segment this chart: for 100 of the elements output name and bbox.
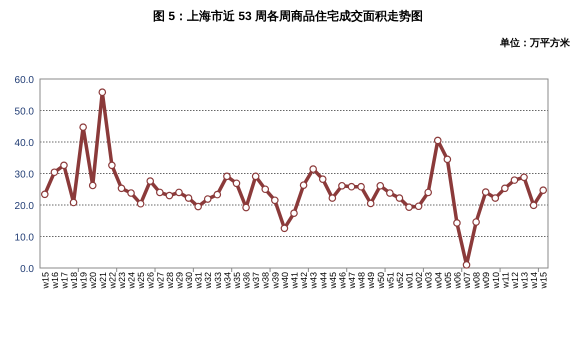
point bbox=[309, 165, 317, 173]
point bbox=[146, 177, 154, 185]
point bbox=[223, 172, 231, 180]
point bbox=[424, 188, 432, 196]
point bbox=[338, 182, 346, 190]
point bbox=[118, 184, 126, 192]
y-tick-label: 30.0 bbox=[14, 170, 34, 180]
point bbox=[462, 261, 470, 269]
x-tick-label: w47 bbox=[347, 272, 358, 290]
x-tick-label: w02 bbox=[414, 272, 424, 290]
x-tick-label: w48 bbox=[356, 272, 367, 290]
x-tick-label: w19 bbox=[78, 272, 89, 290]
point bbox=[50, 168, 58, 176]
x-tick-label: w40 bbox=[280, 272, 290, 290]
point bbox=[396, 194, 404, 202]
x-tick-label: w03 bbox=[424, 272, 434, 290]
x-tick-label: w27 bbox=[155, 272, 166, 290]
y-tick-label: 20.0 bbox=[14, 201, 34, 212]
point bbox=[414, 202, 422, 210]
x-tick-label: w34 bbox=[222, 272, 232, 290]
point bbox=[214, 190, 222, 198]
x-tick-label: w43 bbox=[308, 272, 319, 290]
x-tick-label: w30 bbox=[184, 272, 194, 290]
x-tick-label: w09 bbox=[481, 272, 492, 290]
x-tick-label: w22 bbox=[107, 272, 118, 290]
x-tick-label: w10 bbox=[490, 272, 501, 290]
point bbox=[232, 179, 240, 188]
x-tick-label: w44 bbox=[318, 272, 328, 290]
point bbox=[318, 175, 327, 183]
x-tick-label: w18 bbox=[69, 272, 80, 290]
x-tick-label: w06 bbox=[452, 272, 462, 290]
point bbox=[482, 188, 490, 196]
x-tick-label: w12 bbox=[510, 272, 520, 290]
point bbox=[530, 202, 538, 210]
x-tick-label: w36 bbox=[242, 272, 252, 290]
point bbox=[204, 195, 212, 203]
x-tick-label: w32 bbox=[203, 272, 214, 290]
point bbox=[98, 88, 106, 96]
point bbox=[108, 162, 116, 170]
chart-title: 图 5：上海市近 53 周各周商品住宅成交面积走势图 bbox=[152, 9, 424, 23]
point bbox=[434, 136, 442, 144]
x-tick-label: w24 bbox=[126, 272, 137, 290]
point bbox=[136, 200, 144, 208]
x-tick-label: w08 bbox=[472, 272, 482, 290]
x-tick-label: w41 bbox=[290, 272, 300, 290]
point bbox=[405, 203, 413, 212]
x-tick-label: w35 bbox=[232, 272, 242, 290]
x-tick-label: w31 bbox=[194, 272, 204, 290]
y-tick-label: 40.0 bbox=[14, 138, 34, 149]
point bbox=[539, 186, 548, 194]
x-tick-label: w45 bbox=[328, 272, 338, 290]
x-tick-label: w16 bbox=[50, 272, 60, 290]
x-tick-label: w25 bbox=[136, 272, 146, 290]
point bbox=[184, 194, 192, 202]
point bbox=[280, 224, 288, 232]
point bbox=[328, 194, 336, 202]
x-tick-label: w15 bbox=[40, 272, 50, 290]
point bbox=[444, 156, 452, 164]
point bbox=[175, 188, 183, 196]
point bbox=[366, 200, 374, 208]
x-tick-label: w33 bbox=[212, 272, 223, 290]
point bbox=[472, 218, 480, 226]
point bbox=[242, 204, 250, 212]
point bbox=[348, 182, 356, 191]
x-tick-label: w11 bbox=[500, 272, 510, 289]
y-tick-label: 50.0 bbox=[14, 106, 34, 118]
x-tick-label: w49 bbox=[366, 272, 376, 290]
x-tick-label: w04 bbox=[433, 272, 444, 290]
x-tick-label: w23 bbox=[116, 272, 127, 290]
point bbox=[127, 189, 135, 197]
point bbox=[376, 182, 384, 190]
point bbox=[271, 196, 279, 204]
point bbox=[520, 173, 528, 182]
x-tick-label: w38 bbox=[260, 272, 271, 290]
x-tick-label: w20 bbox=[88, 272, 98, 290]
x-tick-label: w39 bbox=[270, 272, 280, 290]
point bbox=[261, 185, 270, 194]
x-tick-label: w15 bbox=[538, 272, 549, 290]
point bbox=[386, 189, 394, 197]
x-tick-label: w28 bbox=[164, 272, 175, 290]
x-tick-label: w05 bbox=[442, 272, 453, 290]
point bbox=[166, 192, 174, 200]
x-tick-label: w51 bbox=[385, 272, 396, 290]
x-tick-label: w13 bbox=[520, 272, 530, 290]
x-tick-label: w50 bbox=[376, 272, 386, 290]
point bbox=[79, 123, 87, 131]
x-tick-label: w37 bbox=[251, 272, 262, 290]
point bbox=[194, 202, 202, 210]
y-tick-label: 60.0 bbox=[14, 75, 34, 86]
x-tick-label: w21 bbox=[98, 272, 108, 290]
text: 单位：万平方米 bbox=[499, 37, 571, 49]
x-tick-label: w17 bbox=[59, 272, 70, 290]
point bbox=[70, 198, 78, 206]
y-tick-label: 10.0 bbox=[14, 232, 34, 244]
point bbox=[510, 176, 518, 184]
x-tick-label: w14 bbox=[529, 272, 540, 290]
point bbox=[501, 184, 509, 192]
point bbox=[300, 181, 308, 189]
y-tick-label: 0.0 bbox=[20, 264, 34, 275]
x-tick-label: w01 bbox=[404, 272, 415, 290]
